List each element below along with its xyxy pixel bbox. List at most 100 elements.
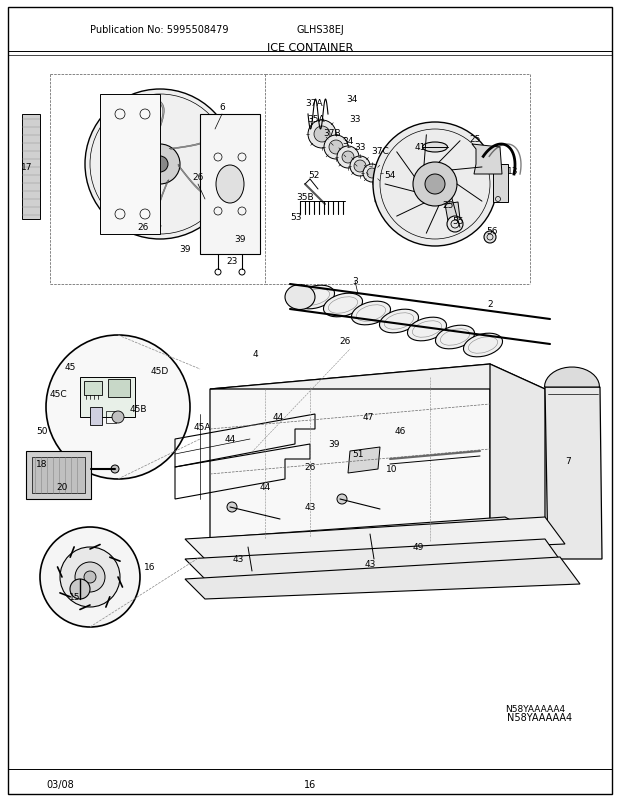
Text: 43: 43 [365, 560, 376, 569]
Bar [493, 164, 508, 203]
Text: 26: 26 [192, 173, 204, 182]
Text: 39: 39 [234, 235, 246, 244]
Circle shape [70, 579, 90, 599]
Text: 53: 53 [290, 213, 302, 222]
Text: 49: 49 [412, 543, 423, 552]
Bar [106, 411, 116, 423]
Text: 33: 33 [349, 115, 361, 124]
Text: 46: 46 [394, 427, 405, 436]
Circle shape [324, 136, 348, 160]
Ellipse shape [379, 310, 419, 334]
Polygon shape [445, 203, 460, 221]
Circle shape [85, 90, 235, 240]
Text: 18: 18 [36, 460, 48, 469]
Text: 56: 56 [486, 227, 498, 237]
Text: 50: 50 [36, 427, 48, 436]
Polygon shape [195, 517, 555, 545]
Text: ICE CONTAINER: ICE CONTAINER [267, 43, 353, 53]
Polygon shape [185, 517, 565, 559]
Polygon shape [490, 365, 545, 554]
Text: 23: 23 [226, 257, 237, 266]
Circle shape [40, 528, 140, 627]
Polygon shape [105, 132, 142, 164]
Text: 37B: 37B [323, 128, 341, 137]
Circle shape [329, 141, 343, 155]
Circle shape [111, 465, 119, 473]
Polygon shape [185, 539, 565, 579]
Text: 37C: 37C [371, 148, 389, 156]
Text: 45: 45 [64, 363, 76, 372]
Text: 13: 13 [507, 168, 519, 176]
Ellipse shape [296, 286, 335, 310]
Polygon shape [151, 102, 164, 149]
Text: Publication No: 5995508479: Publication No: 5995508479 [90, 25, 229, 35]
Circle shape [314, 127, 330, 143]
Polygon shape [544, 367, 600, 387]
Text: 7: 7 [565, 457, 571, 466]
Ellipse shape [435, 326, 474, 350]
Text: 20: 20 [56, 483, 68, 492]
Text: 25: 25 [442, 200, 454, 209]
Circle shape [152, 157, 168, 172]
Text: 43: 43 [232, 555, 244, 564]
Text: 33: 33 [354, 144, 366, 152]
Ellipse shape [407, 318, 446, 342]
Circle shape [342, 152, 354, 164]
Polygon shape [348, 448, 380, 473]
Circle shape [354, 160, 366, 172]
Bar [90, 407, 102, 426]
Ellipse shape [352, 302, 391, 326]
Circle shape [337, 147, 359, 168]
Text: 10: 10 [386, 465, 398, 474]
Text: 34: 34 [342, 137, 353, 146]
Polygon shape [185, 557, 580, 599]
Circle shape [140, 145, 180, 184]
Text: 51: 51 [352, 450, 364, 459]
Circle shape [75, 562, 105, 592]
Circle shape [227, 502, 237, 512]
Circle shape [112, 411, 124, 423]
Circle shape [46, 335, 190, 480]
Polygon shape [22, 115, 40, 220]
Bar [26, 452, 91, 500]
Text: 52: 52 [308, 170, 320, 180]
Text: GLHS38EJ: GLHS38EJ [296, 25, 344, 35]
Polygon shape [156, 180, 169, 228]
Circle shape [84, 571, 96, 583]
Bar [108, 379, 130, 398]
Polygon shape [210, 365, 490, 539]
Polygon shape [178, 164, 215, 197]
Bar [84, 382, 102, 395]
Text: 54: 54 [384, 170, 396, 180]
Text: 39: 39 [179, 245, 191, 254]
Bar [80, 378, 135, 418]
Circle shape [484, 232, 496, 244]
Text: 39: 39 [328, 440, 340, 449]
Text: 6: 6 [219, 103, 225, 112]
Text: 44: 44 [272, 413, 283, 422]
Circle shape [413, 163, 457, 207]
Text: 26: 26 [339, 337, 351, 346]
Text: 17: 17 [21, 164, 33, 172]
Circle shape [60, 547, 120, 607]
Circle shape [337, 494, 347, 504]
Circle shape [308, 121, 336, 149]
Text: 25: 25 [469, 136, 481, 144]
Text: 45D: 45D [151, 367, 169, 376]
Polygon shape [472, 145, 502, 175]
Text: 16: 16 [144, 563, 156, 572]
Text: 41: 41 [414, 144, 426, 152]
Circle shape [363, 164, 381, 183]
Text: 15: 15 [69, 593, 81, 602]
Polygon shape [545, 387, 602, 559]
Text: 35A: 35A [307, 115, 325, 124]
Text: 3: 3 [352, 277, 358, 286]
Text: N58YAAAAA4: N58YAAAAA4 [505, 705, 565, 714]
Text: N58YAAAAA4: N58YAAAAA4 [507, 712, 572, 722]
Text: 44: 44 [259, 483, 270, 492]
Text: 4: 4 [252, 350, 258, 359]
Circle shape [367, 168, 377, 179]
Bar [32, 457, 85, 493]
Text: 47: 47 [362, 413, 374, 422]
Text: 35B: 35B [296, 193, 314, 202]
